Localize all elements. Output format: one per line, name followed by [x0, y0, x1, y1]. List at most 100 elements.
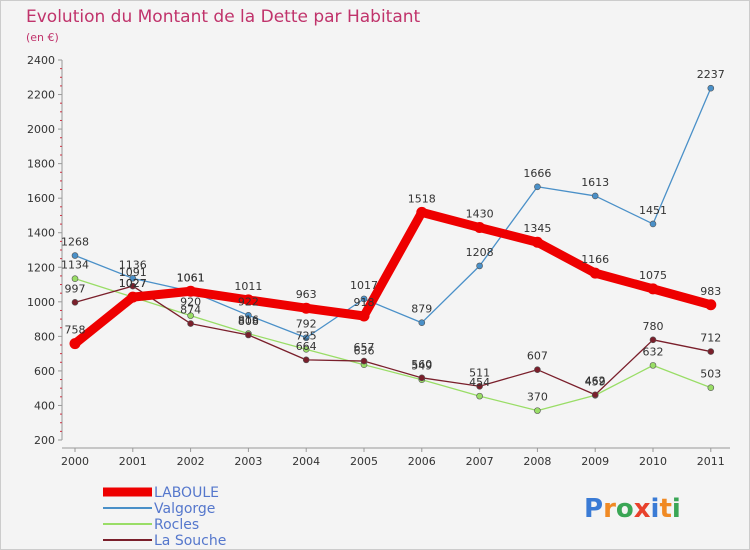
data-label-valgorge: 1613 [581, 176, 609, 189]
y-minor-tick [60, 189, 62, 191]
x-tick-label: 2008 [523, 455, 551, 468]
data-label-la-souche: 780 [643, 320, 664, 333]
x-tick-label: 2011 [697, 455, 725, 468]
y-tick-label: 2200 [27, 89, 55, 102]
data-label-rocles: 816 [238, 314, 259, 327]
y-minor-tick [60, 430, 62, 432]
logo-letter: i [672, 494, 681, 524]
point-rocles [302, 346, 310, 353]
point-valgorge [360, 295, 368, 303]
y-minor-tick [60, 284, 62, 286]
logo-letter: P [584, 494, 603, 524]
axes: 200 400 600 800 1000 1200 1400 1600 1800 2000 2200… [27, 54, 730, 468]
y-minor-tick [60, 258, 62, 260]
data-label-laboule: 1166 [581, 253, 609, 266]
y-minor-tick [60, 413, 62, 415]
data-label-la-souche: 657 [354, 341, 375, 354]
point-laboule [127, 291, 139, 303]
point-laboule [300, 302, 312, 314]
data-label-rocles: 632 [643, 345, 664, 358]
series-line-rocles [74, 278, 712, 412]
data-label-la-souche: 607 [527, 350, 548, 363]
point-la-souche [302, 356, 310, 364]
y-tick-label: 1400 [27, 227, 55, 240]
y-tick-label: 1600 [27, 192, 55, 205]
point-la-souche [245, 331, 252, 339]
x-tick-label: 2009 [581, 455, 609, 468]
y-minor-tick [60, 275, 62, 277]
data-label-la-souche: 874 [180, 304, 201, 317]
data-label-la-souche: 462 [585, 375, 606, 388]
series-line-laboule [70, 207, 716, 349]
point-rocles [476, 392, 483, 400]
y-minor-tick [60, 353, 62, 355]
point-laboule [69, 338, 81, 350]
data-label-laboule: 983 [700, 285, 721, 298]
y-minor-tick [60, 240, 62, 242]
point-laboule [185, 285, 197, 297]
data-label-laboule: 963 [296, 288, 317, 301]
data-label-rocles: 459 [585, 375, 606, 388]
y-tick-label: 2400 [27, 54, 55, 67]
data-label-valgorge: 922 [238, 295, 259, 308]
x-tick-label: 2007 [466, 455, 494, 468]
y-minor-tick [60, 318, 62, 320]
y-tick-label: 2000 [27, 123, 55, 136]
data-label-la-souche: 511 [469, 366, 490, 379]
y-minor-tick [60, 180, 62, 182]
data-label-rocles: 1027 [119, 277, 147, 290]
point-la-souche [129, 282, 137, 290]
point-valgorge [591, 192, 599, 200]
data-label-la-souche: 997 [65, 282, 86, 295]
data-label-rocles: 370 [527, 391, 548, 404]
data-label-laboule: 1075 [639, 269, 667, 282]
x-tick-label: 2005 [350, 455, 378, 468]
y-minor-tick [60, 76, 62, 78]
data-label-rocles: 1134 [61, 259, 89, 272]
chart-title: Evolution du Montant de la Dette par Hab… [26, 7, 421, 27]
point-valgorge [649, 220, 657, 228]
data-label-valgorge: 879 [411, 303, 432, 316]
data-label-valgorge: 1451 [639, 204, 667, 217]
point-laboule [242, 294, 254, 306]
x-tick-label: 2000 [61, 455, 89, 468]
y-minor-tick [60, 387, 62, 389]
y-minor-tick [60, 102, 62, 104]
data-labels-layer: 1134 1027 920 816 725 636 549 454 370 459 632 503 99… [61, 68, 725, 403]
y-tick-label: 800 [34, 330, 55, 343]
x-tick-label: 2003 [234, 455, 262, 468]
y-tick-label: 200 [34, 434, 55, 447]
x-tick-label: 2010 [639, 455, 667, 468]
point-laboule [531, 236, 543, 248]
proxiti-logo: Proxiti [584, 494, 681, 524]
point-rocles [649, 362, 657, 369]
x-tick-label: 2004 [292, 455, 320, 468]
legend-label-valgorge: Valgorge [154, 501, 215, 517]
y-minor-tick [60, 292, 62, 294]
point-valgorge [302, 334, 310, 342]
point-rocles [707, 384, 715, 391]
series-layer [69, 84, 717, 414]
logo-text: Proxiti [584, 494, 681, 524]
logo-letter: r [603, 494, 616, 524]
point-laboule [474, 222, 486, 234]
data-label-rocles: 454 [469, 376, 490, 389]
point-laboule [358, 310, 370, 322]
point-valgorge [71, 252, 79, 259]
legend-label-la-souche: La Souche [154, 533, 226, 549]
data-label-laboule: 1061 [177, 271, 205, 284]
point-la-souche [71, 299, 79, 306]
logo-letter: o [616, 494, 634, 524]
data-label-laboule: 758 [65, 324, 86, 337]
data-label-valgorge: 792 [296, 318, 317, 331]
y-minor-tick [60, 137, 62, 139]
y-minor-tick [60, 214, 62, 216]
point-la-souche [476, 382, 483, 390]
point-rocles [71, 275, 79, 282]
y-minor-tick [60, 145, 62, 147]
y-minor-tick [60, 154, 62, 156]
y-tick-label: 1000 [27, 296, 55, 309]
data-label-la-souche: 664 [296, 340, 317, 353]
